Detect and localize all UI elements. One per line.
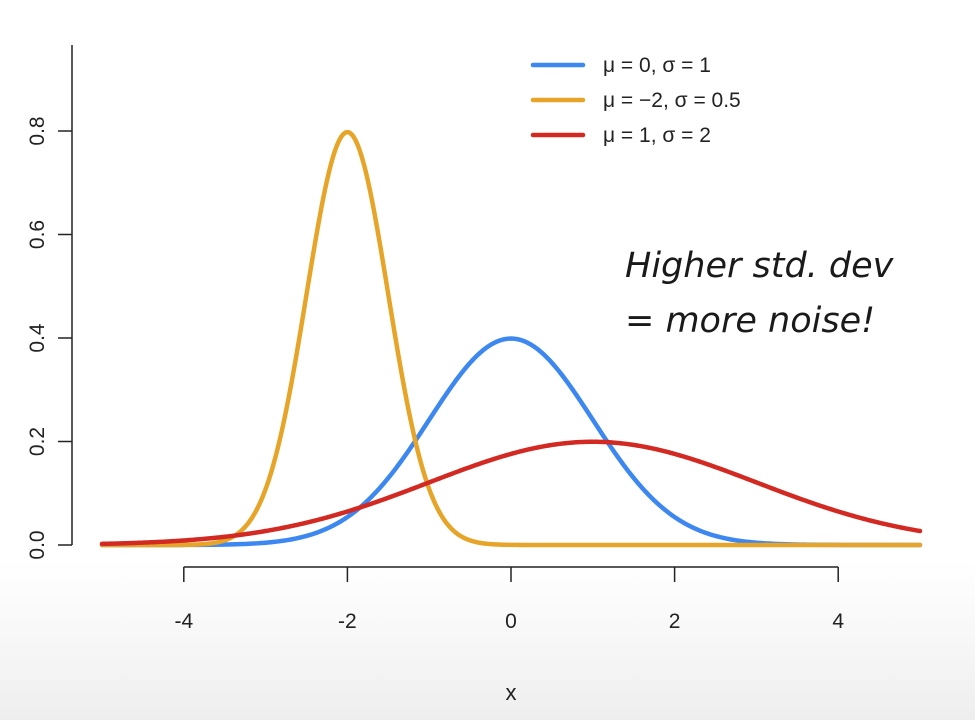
legend-label-1: μ = 0, σ = 1	[603, 54, 711, 77]
x-tick-label: 0	[505, 610, 517, 633]
y-axis: 0.0 0.2 0.4 0.6 0.8	[26, 45, 73, 560]
annotation-line-1: Higher std. dev	[625, 246, 895, 286]
annotation-line-2: = more noise!	[625, 301, 875, 341]
legend-label-2: μ = −2, σ = 0.5	[603, 89, 741, 112]
x-axis: -4 -2 0 2 4	[174, 566, 844, 633]
annotation: Higher std. dev = more noise!	[625, 246, 895, 341]
series-lines	[99, 129, 923, 548]
x-tick-label: 4	[832, 610, 844, 633]
y-tick-label: 0.0	[26, 530, 49, 559]
x-axis-title: x	[506, 680, 517, 705]
series-line-1	[99, 336, 923, 548]
y-tick-label: 0.6	[26, 220, 49, 249]
x-tick-label: -4	[174, 610, 193, 633]
y-tick-label: 0.4	[26, 323, 49, 353]
y-tick-label: 0.8	[26, 116, 49, 145]
series-line-3	[99, 439, 923, 547]
y-tick-label: 0.2	[26, 427, 49, 456]
x-tick-label: 2	[669, 610, 681, 633]
x-tick-label: -2	[338, 610, 357, 633]
legend: μ = 0, σ = 1 μ = −2, σ = 0.5 μ = 1, σ = 2	[530, 54, 741, 147]
legend-label-3: μ = 1, σ = 2	[603, 124, 711, 147]
